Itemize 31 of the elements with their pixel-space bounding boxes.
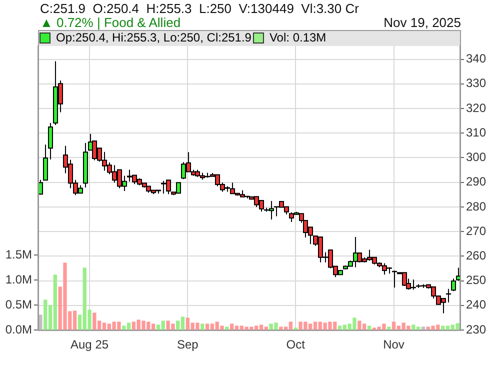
legend-label: Op:250.4, Hi:255.3, Lo:250, Cl:251.9 (56, 30, 252, 44)
y-tick-label: 250 (466, 273, 486, 288)
x-tick-label: Nov (383, 338, 404, 352)
x-tick-label: Aug 25 (70, 338, 109, 352)
y-tick-label: 300 (466, 150, 486, 164)
y2-tick-label: 0.0M (5, 322, 32, 336)
x-tick-label: Sep (176, 338, 199, 352)
y-tick-label: 260 (466, 248, 486, 262)
y-tick-label: 280 (466, 199, 486, 214)
bar (225, 326, 229, 330)
y-tick-label: 330 (466, 76, 486, 90)
bar (367, 326, 372, 330)
bar (421, 326, 426, 330)
bar (387, 326, 391, 330)
y-tick-label: 290 (466, 174, 486, 189)
bar (38, 314, 42, 330)
text: Nov 19, 2025 (384, 15, 461, 30)
bar (200, 324, 204, 330)
x-tick-label: Oct (286, 338, 306, 352)
y-tick-label: 240 (466, 298, 486, 312)
y-tick-label: 340 (466, 52, 486, 66)
y-tick-label: 270 (466, 224, 486, 238)
y-tick-label: 310 (466, 125, 486, 140)
chart-title: C:251.9 O:250.4 H:255.3 L:250 V:130449 Vl:3.30 Cr (40, 1, 359, 16)
y2-tick-label: 1.5M (5, 247, 32, 262)
y2-tick-label: 1.0M (5, 272, 32, 286)
y2-tick-label: 0.5M (5, 297, 32, 312)
y-tick-label: 320 (466, 100, 486, 115)
y-tick-label: 230 (466, 322, 486, 336)
chart-subtitle: ▲ 0.72% | Food & Allied (40, 15, 181, 30)
legend-label: Vol: 0.13M (269, 30, 326, 44)
